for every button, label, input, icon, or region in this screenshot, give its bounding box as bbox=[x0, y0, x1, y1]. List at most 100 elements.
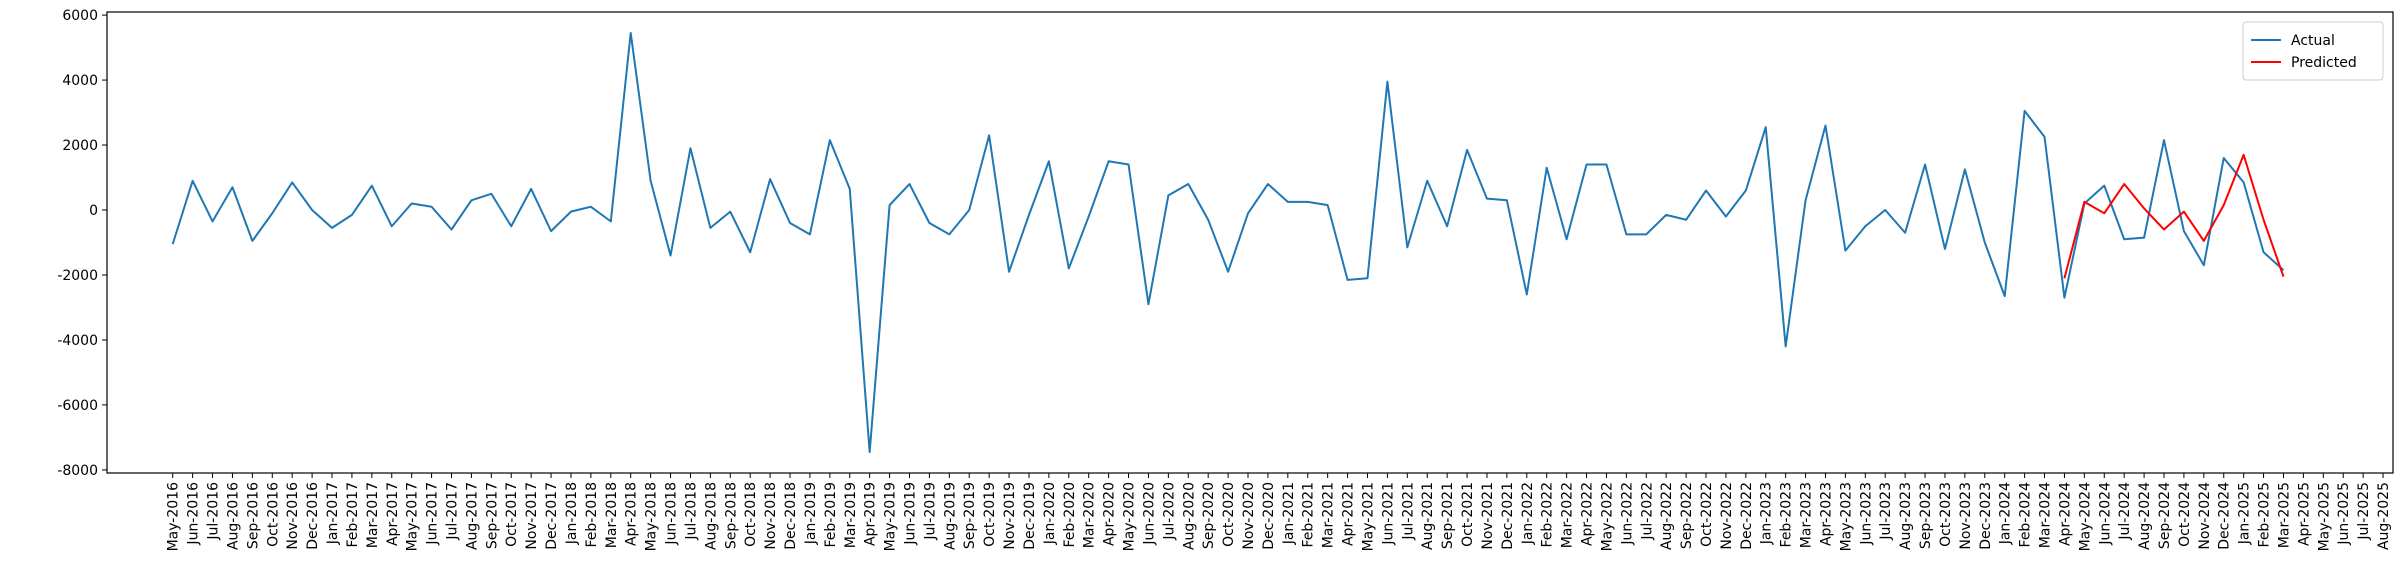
x-tick-label: Dec-2022 bbox=[1739, 482, 1755, 550]
x-tick-label: May-2021 bbox=[1360, 482, 1376, 551]
x-tick-label: Jan-2019 bbox=[803, 482, 819, 545]
x-tick-label: Apr-2017 bbox=[385, 482, 401, 546]
x-tick-label: Aug-2016 bbox=[225, 482, 241, 550]
x-tick-label: Aug-2020 bbox=[1181, 482, 1197, 550]
x-tick-label: Dec-2017 bbox=[544, 482, 560, 550]
x-tick-label: Jun-2016 bbox=[186, 482, 202, 546]
x-tick-label: Nov-2017 bbox=[524, 482, 540, 550]
x-tick-label: Jan-2025 bbox=[2237, 482, 2253, 545]
x-tick-label: May-2020 bbox=[1122, 482, 1138, 551]
legend-label: Predicted bbox=[2291, 55, 2357, 71]
x-tick-label: Jun-2023 bbox=[1858, 482, 1874, 546]
x-tick-label: Sep-2017 bbox=[484, 482, 500, 549]
x-tick-label: Mar-2017 bbox=[365, 482, 381, 548]
x-tick-label: Jun-2019 bbox=[902, 482, 918, 546]
x-tick-label: Oct-2018 bbox=[743, 482, 759, 547]
x-tick-label: Feb-2023 bbox=[1779, 482, 1795, 547]
x-tick-label: Sep-2021 bbox=[1440, 482, 1456, 549]
x-tick-label: Feb-2021 bbox=[1301, 482, 1317, 547]
x-tick-label: Oct-2024 bbox=[2177, 482, 2193, 547]
x-tick-label: Apr-2020 bbox=[1102, 482, 1118, 546]
x-tick-label: Oct-2016 bbox=[265, 482, 281, 547]
x-tick-label: Jan-2023 bbox=[1759, 482, 1775, 545]
x-tick-label: May-2023 bbox=[1838, 482, 1854, 551]
x-tick-label: Dec-2024 bbox=[2217, 482, 2233, 550]
x-tick-label: Dec-2023 bbox=[1978, 482, 1994, 550]
x-tick-label: Aug-2023 bbox=[1898, 482, 1914, 550]
x-tick-label: Jul-2025 bbox=[2356, 482, 2372, 541]
x-tick-label: May-2019 bbox=[883, 482, 899, 551]
x-tick-label: May-2025 bbox=[2316, 482, 2332, 551]
x-tick-label: Jul-2019 bbox=[922, 482, 938, 541]
x-tick-label: Nov-2016 bbox=[285, 482, 301, 550]
y-tick-label: -4000 bbox=[57, 333, 98, 349]
plot-frame bbox=[106, 11, 2394, 474]
legend-box bbox=[2242, 21, 2384, 81]
legend: Actual Predicted bbox=[2242, 21, 2384, 81]
x-tick-label: Mar-2019 bbox=[843, 482, 859, 548]
x-tick-label: Apr-2023 bbox=[1818, 482, 1834, 546]
x-tick-label: Nov-2020 bbox=[1241, 482, 1257, 550]
x-tick-label: Mar-2023 bbox=[1799, 482, 1815, 548]
x-tick-label: Apr-2024 bbox=[2057, 482, 2073, 546]
x-tick-label: Nov-2018 bbox=[763, 482, 779, 550]
x-tick-label: Apr-2019 bbox=[863, 482, 879, 546]
x-tick-label: Jun-2021 bbox=[1380, 482, 1396, 546]
x-tick-label: Jul-2016 bbox=[206, 482, 222, 541]
x-tick-label: Jan-2020 bbox=[1042, 482, 1058, 545]
x-tick-label: Sep-2023 bbox=[1918, 482, 1934, 549]
x-tick-label: Apr-2022 bbox=[1580, 482, 1596, 546]
y-tick-label: 6000 bbox=[62, 8, 98, 24]
x-tick-label: Sep-2020 bbox=[1201, 482, 1217, 549]
x-tick-label: Jul-2023 bbox=[1878, 482, 1894, 541]
x-tick-label: Jun-2018 bbox=[664, 482, 680, 546]
x-tick-label: May-2022 bbox=[1599, 482, 1615, 551]
y-tick-label: -2000 bbox=[57, 268, 98, 284]
x-tick-label: Sep-2018 bbox=[723, 482, 739, 549]
x-tick-label: Oct-2023 bbox=[1938, 482, 1954, 547]
x-tick-label: Aug-2021 bbox=[1420, 482, 1436, 550]
y-tick-label: 2000 bbox=[62, 138, 98, 154]
x-tick-label: Jun-2022 bbox=[1619, 482, 1635, 546]
x-tick-label: Aug-2018 bbox=[703, 482, 719, 550]
x-tick-label: Jan-2021 bbox=[1281, 482, 1297, 545]
x-tick-label: Jun-2024 bbox=[2097, 482, 2113, 546]
x-tick-label: Mar-2025 bbox=[2276, 482, 2292, 548]
x-tick-label: Oct-2020 bbox=[1221, 482, 1237, 547]
x-tick-label: Sep-2016 bbox=[245, 482, 261, 549]
x-tick-label: Sep-2022 bbox=[1679, 482, 1695, 549]
x-tick-label: Jun-2020 bbox=[1141, 482, 1157, 546]
x-tick-label: Apr-2018 bbox=[624, 482, 640, 546]
x-tick-label: Jan-2024 bbox=[1998, 482, 2014, 545]
x-tick-label: Oct-2022 bbox=[1699, 482, 1715, 547]
x-tick-label: Jul-2021 bbox=[1400, 482, 1416, 541]
x-tick-label: Jul-2022 bbox=[1639, 482, 1655, 541]
x-tick-label: Oct-2021 bbox=[1460, 482, 1476, 547]
x-tick-label: Feb-2024 bbox=[2018, 482, 2034, 548]
x-tick-label: Apr-2021 bbox=[1341, 482, 1357, 546]
series-line bbox=[171, 31, 2285, 454]
x-tick-label: Jan-2022 bbox=[1520, 482, 1536, 545]
x-tick-label: Feb-2020 bbox=[1062, 482, 1078, 547]
x-tick-label: May-2024 bbox=[2077, 482, 2093, 551]
x-tick-label: Dec-2021 bbox=[1500, 482, 1516, 550]
x-tick-label: Dec-2016 bbox=[305, 482, 321, 550]
x-tick-label: Oct-2017 bbox=[504, 482, 520, 547]
x-tick-label: Aug-2019 bbox=[942, 482, 958, 550]
x-tick-label: Nov-2019 bbox=[1002, 482, 1018, 550]
x-tick-label: Feb-2019 bbox=[823, 482, 839, 547]
x-tick-label: Sep-2019 bbox=[962, 482, 978, 549]
x-tick-label: Feb-2017 bbox=[345, 482, 361, 547]
x-tick-label: Dec-2018 bbox=[783, 482, 799, 550]
x-tick-label: Jan-2018 bbox=[564, 482, 580, 545]
x-tick-label: Jul-2024 bbox=[2117, 482, 2133, 541]
x-tick-label: Nov-2023 bbox=[1958, 482, 1974, 550]
x-tick-label: Nov-2024 bbox=[2197, 482, 2213, 550]
x-tick-label: Sep-2024 bbox=[2157, 482, 2173, 549]
x-tick-label: Feb-2025 bbox=[2257, 482, 2273, 547]
y-tick-label: -6000 bbox=[57, 398, 98, 414]
x-tick-label: Oct-2019 bbox=[982, 482, 998, 547]
x-tick-label: May-2017 bbox=[405, 482, 421, 551]
x-tick-label: Jun-2017 bbox=[425, 482, 441, 546]
